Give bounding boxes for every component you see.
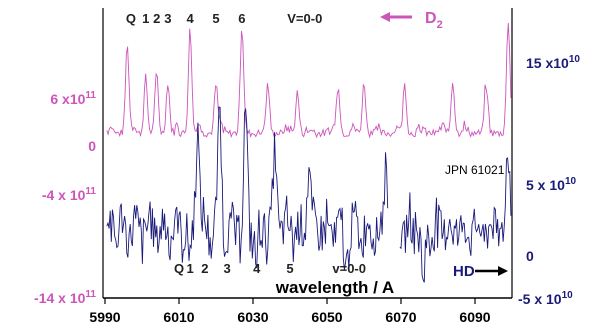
d2-branch-label-6: 6 (238, 11, 245, 26)
svg-text:D2: D2 (425, 10, 443, 31)
x-tick-label-5: 6090 (459, 309, 490, 325)
left-axis-ticks: 6 x1011 0 -4 x 1011 -14 x 1011 (34, 90, 96, 306)
right-tick-label-1: 5 x 1010 (526, 176, 576, 193)
d2-spectrum-trace (106, 22, 512, 139)
d2-branch-label-0: Q (126, 11, 136, 26)
hd-legend-name: HD (453, 263, 475, 280)
d2-branch-label-5: 5 (212, 11, 219, 26)
d2-legend-name: D (425, 10, 437, 27)
d2-legend-sub: 2 (437, 19, 443, 31)
hd-branch-label-3: 3 (223, 261, 230, 276)
x-tick-label-3: 6050 (311, 309, 342, 325)
left-tick-label-2: -4 x 1011 (42, 186, 97, 203)
right-axis-ticks: 15 x1010 5 x 1010 0 -5 x 1010 (518, 54, 580, 307)
hd-series-line (106, 106, 512, 283)
hd-branch-label-2: 2 (201, 261, 208, 276)
right-tick-label-2: 0 (526, 248, 534, 264)
left-tick-label-0: 6 x1011 (50, 90, 96, 107)
d2-arrow-head (380, 12, 390, 22)
hd-branch-label-4: 4 (253, 261, 261, 276)
branch-labels: Q 1 2 3 4 5 6 V=0-0Q 1 2 3 4 5 v=0-0 (126, 11, 366, 276)
hd-branch-label-1: 1 (186, 261, 193, 276)
d2-branch-label-3: 3 (164, 11, 171, 26)
hd-spectrum-trace-0 (106, 106, 389, 271)
right-tick-label-0: 15 x1010 (526, 54, 580, 71)
left-tick-label-3: -14 x 1011 (34, 289, 96, 306)
d2-branch-label-1: 1 (142, 11, 149, 26)
x-axis-label: wavelength / A (275, 278, 394, 297)
hd-branch-label-0: Q (174, 261, 184, 276)
d2-branch-label-2: 2 (153, 11, 160, 26)
right-tick-label-3: -5 x 1010 (518, 290, 573, 307)
hd-spectrum-trace-1 (399, 157, 512, 283)
x-tick-label-4: 6070 (385, 309, 416, 325)
x-tick-label-2: 6030 (237, 309, 268, 325)
d2-legend: D2 (380, 10, 443, 31)
x-axis-ticks: 5990 6010 6030 6050 6070 6090 (89, 298, 491, 325)
d2-series-line (106, 22, 512, 139)
d2-branch-label-7: V=0-0 (287, 11, 322, 26)
hd-branch-label-5: 5 (286, 261, 293, 276)
x-tick-label-1: 6010 (163, 309, 194, 325)
hd-arrow-head (498, 266, 508, 276)
plot-frame (102, 8, 513, 299)
hd-annotation: JPN 61021 (445, 163, 505, 177)
d2-branch-label-4: 4 (186, 11, 194, 26)
hd-branch-label-6: v=0-0 (332, 261, 366, 276)
left-tick-label-1: 0 (88, 138, 96, 154)
hd-legend: HD (453, 263, 508, 280)
x-tick-label-0: 5990 (89, 309, 120, 325)
